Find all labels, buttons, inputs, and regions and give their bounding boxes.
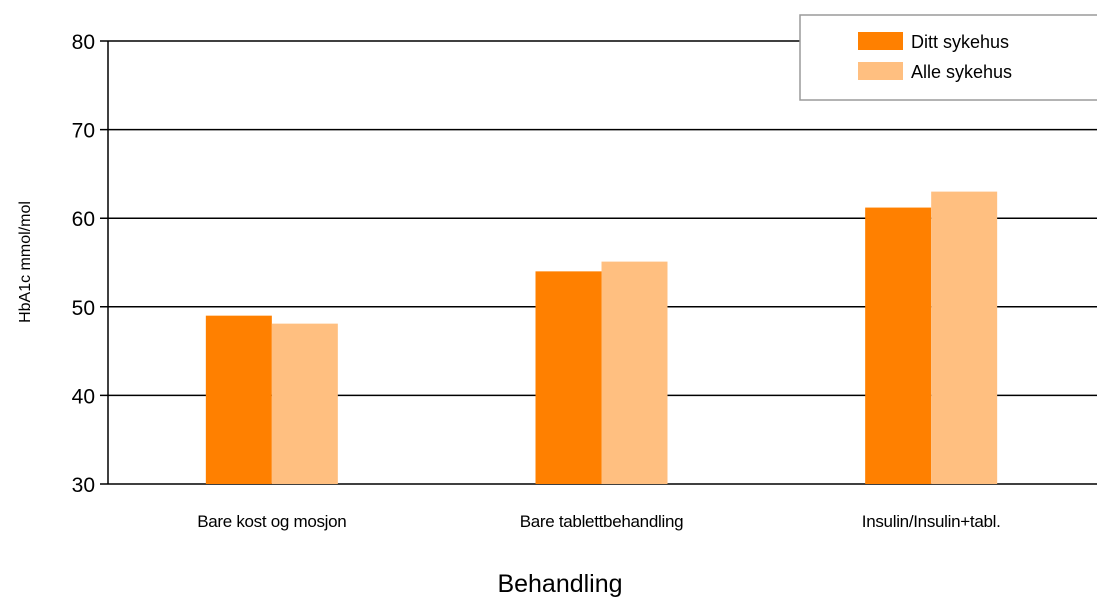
legend: Ditt sykehus Alle sykehus <box>799 14 1097 101</box>
y-tick-label: 40 <box>72 385 95 408</box>
legend-swatch-1 <box>858 62 903 80</box>
y-tick-label: 60 <box>72 208 95 231</box>
legend-label-0: Ditt sykehus <box>911 32 1009 52</box>
legend-swatch-0 <box>858 32 903 50</box>
y-tick-labels: 30 40 50 60 70 80 <box>72 31 95 497</box>
bar-ditt-sykehus-0 <box>205 315 272 484</box>
bars <box>205 191 998 484</box>
x-axis-title: Behandling <box>497 570 622 598</box>
bar-ditt-sykehus-2 <box>865 207 932 484</box>
legend-label-1: Alle sykehus <box>911 62 1012 82</box>
y-tick-label: 50 <box>72 297 95 320</box>
bar-alle-sykehus-2 <box>931 191 998 484</box>
bar-alle-sykehus-1 <box>601 261 668 484</box>
x-category-labels: Bare kost og mosjon Bare tablettbehandlin… <box>197 512 1001 531</box>
bar-alle-sykehus-0 <box>271 323 338 484</box>
legend-box <box>799 14 1097 101</box>
x-category-label: Insulin/Insulin+tabl. <box>862 512 1001 531</box>
y-tick-label: 80 <box>72 31 95 54</box>
y-tick-label: 70 <box>72 120 95 143</box>
x-category-label: Bare tablettbehandling <box>520 512 684 531</box>
x-category-label: Bare kost og mosjon <box>197 512 346 531</box>
y-tick-label: 30 <box>72 474 95 497</box>
y-axis-title: HbA1c mmol/mol <box>17 201 34 323</box>
bar-ditt-sykehus-1 <box>535 271 602 484</box>
